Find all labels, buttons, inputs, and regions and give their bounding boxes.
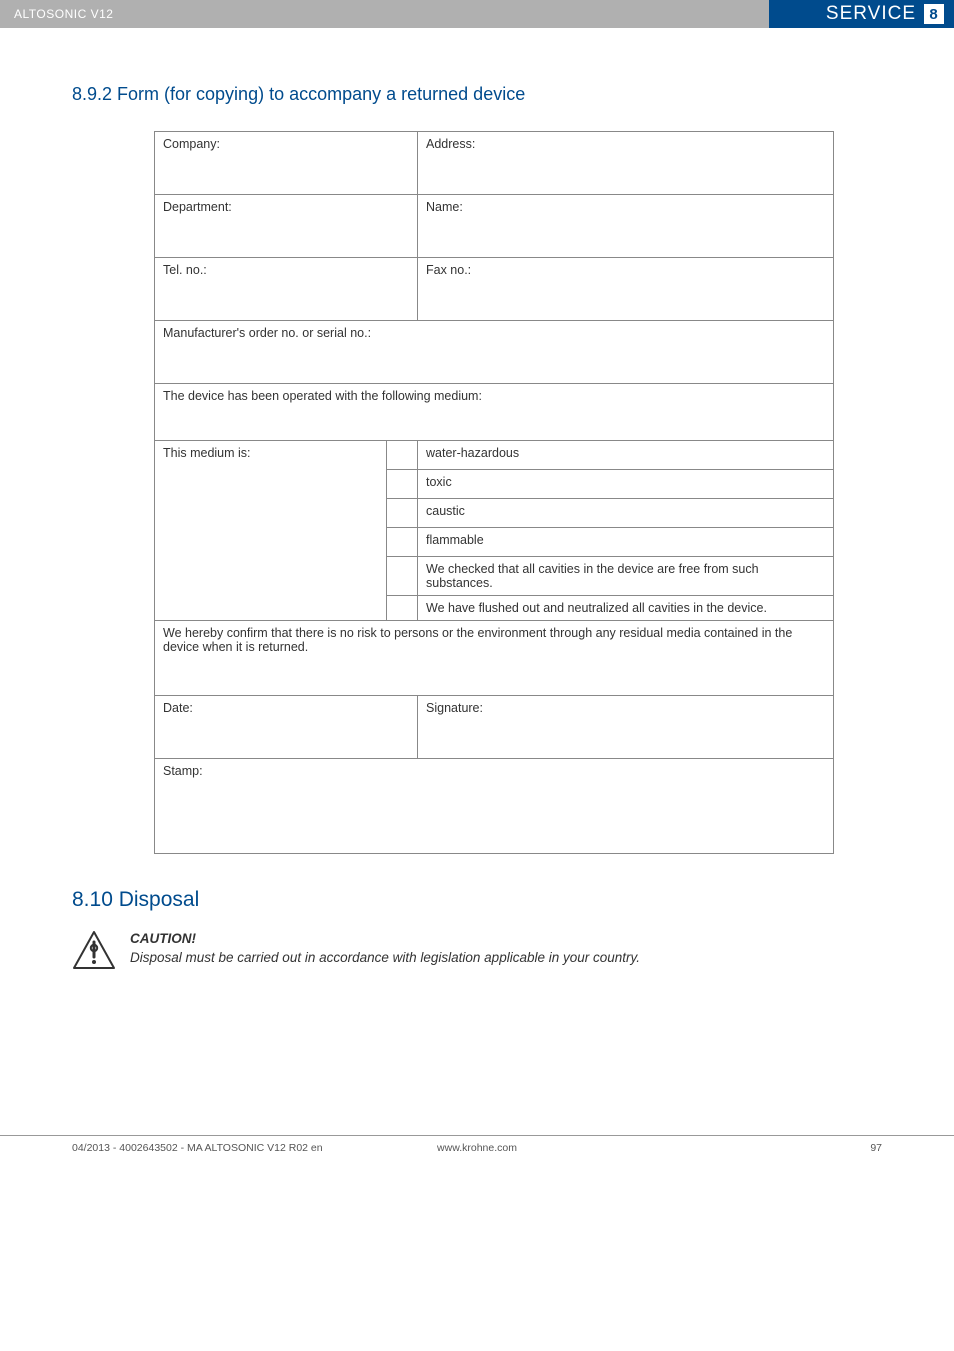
section-number: 8 bbox=[924, 4, 944, 24]
cell-checkbox bbox=[387, 528, 418, 557]
cell-medium-is: This medium is: bbox=[155, 441, 387, 621]
cell-checkbox bbox=[387, 441, 418, 470]
cell-opt-checked: We checked that all cavities in the devi… bbox=[418, 557, 834, 596]
product-name: ALTOSONIC V12 bbox=[0, 0, 769, 28]
cell-tel: Tel. no.: bbox=[155, 258, 418, 321]
cell-name: Name: bbox=[418, 195, 834, 258]
cell-opt-flushed: We have flushed out and neutralized all … bbox=[418, 596, 834, 621]
cell-date: Date: bbox=[155, 696, 418, 759]
cell-checkbox bbox=[387, 596, 418, 621]
cell-mfr-order: Manufacturer's order no. or serial no.: bbox=[155, 321, 834, 384]
footer-page-number: 97 bbox=[870, 1142, 882, 1154]
cell-checkbox bbox=[387, 499, 418, 528]
section-badge: SERVICE 8 bbox=[769, 0, 954, 28]
cell-checkbox bbox=[387, 557, 418, 596]
page-header: ALTOSONIC V12 SERVICE 8 bbox=[0, 0, 954, 28]
cell-address: Address: bbox=[418, 132, 834, 195]
cell-fax: Fax no.: bbox=[418, 258, 834, 321]
cell-department: Department: bbox=[155, 195, 418, 258]
disposal-title: 8.10 Disposal bbox=[72, 888, 882, 912]
footer-center: www.krohne.com bbox=[437, 1142, 517, 1154]
footer-left: 04/2013 - 4002643502 - MA ALTOSONIC V12 … bbox=[72, 1142, 323, 1154]
cell-opt-toxic: toxic bbox=[418, 470, 834, 499]
cell-opt-water: water-hazardous bbox=[418, 441, 834, 470]
cell-signature: Signature: bbox=[418, 696, 834, 759]
cell-confirm: We hereby confirm that there is no risk … bbox=[155, 621, 834, 696]
subsection-title: 8.9.2 Form (for copying) to accompany a … bbox=[72, 84, 882, 105]
warning-icon bbox=[72, 930, 116, 975]
section-label: SERVICE bbox=[826, 3, 916, 25]
caution-text: CAUTION! Disposal must be carried out in… bbox=[130, 930, 640, 968]
return-form-table: Company: Address: Department: Name: Tel.… bbox=[154, 131, 834, 854]
cell-checkbox bbox=[387, 470, 418, 499]
caution-body: Disposal must be carried out in accordan… bbox=[130, 950, 640, 965]
caution-label: CAUTION! bbox=[130, 931, 196, 946]
cell-opt-caustic: caustic bbox=[418, 499, 834, 528]
page-footer: 04/2013 - 4002643502 - MA ALTOSONIC V12 … bbox=[0, 1135, 954, 1154]
cell-opt-flammable: flammable bbox=[418, 528, 834, 557]
caution-block: CAUTION! Disposal must be carried out in… bbox=[72, 930, 882, 975]
cell-company: Company: bbox=[155, 132, 418, 195]
cell-stamp: Stamp: bbox=[155, 759, 834, 854]
cell-operated-medium: The device has been operated with the fo… bbox=[155, 384, 834, 441]
